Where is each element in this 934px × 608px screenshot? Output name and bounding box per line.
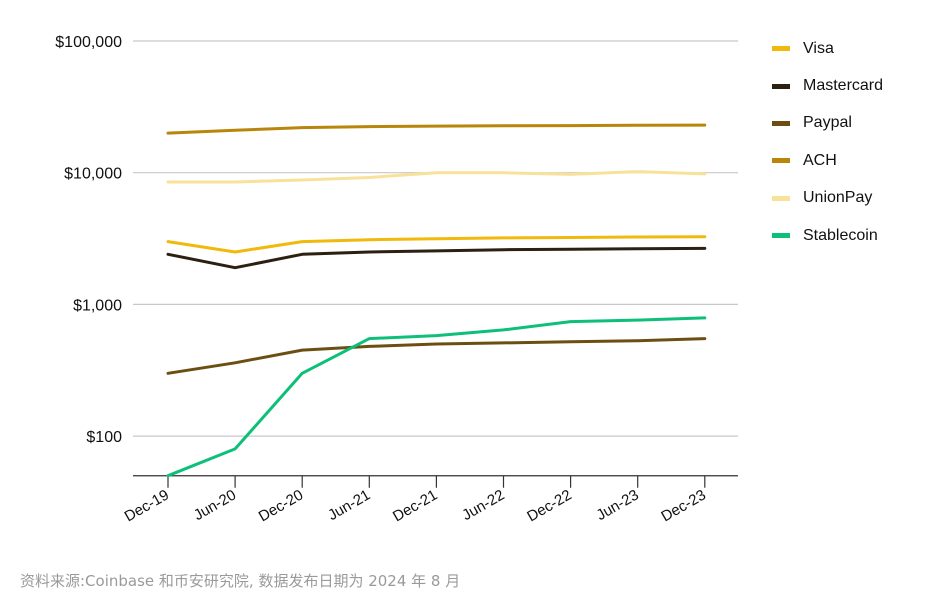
x-tick-label: Jun-20 [191,486,239,524]
legend-label: Visa [803,39,834,57]
legend-label: ACH [803,151,837,169]
legend-swatch [772,233,790,239]
y-tick-label: $1,000 [73,297,122,314]
y-tick-label: $100 [86,429,122,446]
y-axis-ticks: $100 $1,000 $10,000 $100,000 [55,34,122,446]
legend-item-ach: ACH [772,142,883,179]
x-tick-label: Jun-21 [325,486,373,524]
x-tick-label: Jun-22 [459,486,507,524]
legend-swatch [772,46,790,52]
y-tick-label: $10,000 [64,166,122,183]
x-tick-label: Dec-21 [390,486,440,525]
y-tick-label: $100,000 [55,34,122,51]
x-tick-label: Dec-20 [256,486,306,525]
legend-item-paypal: Paypal [772,105,883,142]
x-tick-label: Dec-22 [524,486,574,525]
series-line-ach [166,123,707,135]
legend-item-visa: Visa [772,30,883,67]
legend-swatch [772,195,790,201]
legend-label: Paypal [803,114,852,132]
series-lines [166,123,707,478]
x-tick-label: Jun-23 [593,486,641,524]
series-line-unionpay [166,170,707,184]
series-line-stablecoin [166,316,707,478]
legend-swatch [772,83,790,89]
legend-item-unionpay: UnionPay [772,180,883,217]
legend-label: UnionPay [803,189,873,207]
legend-label: Stablecoin [803,226,878,244]
legend-label: Mastercard [803,77,884,95]
legend-swatch [772,120,790,126]
series-line-mastercard [166,246,707,270]
x-tick-label: Dec-19 [122,486,172,525]
legend-item-mastercard: Mastercard [772,67,883,104]
legend-item-stablecoin: Stablecoin [772,217,883,254]
x-tick-label: Dec-23 [658,486,708,525]
source-note: 资料来源:Coinbase 和币安研究院, 数据发布日期为 2024 年 8 月 [20,572,461,590]
series-line-paypal [166,337,707,375]
legend-swatch [772,158,790,164]
series-line-visa [166,235,707,254]
legend: Visa Mastercard Paypal ACH UnionPay Stab… [772,30,883,254]
x-axis: Dec-19 Jun-20 Dec-20 Jun-21 Dec-21 Jun-22 Dec-… [122,475,738,525]
